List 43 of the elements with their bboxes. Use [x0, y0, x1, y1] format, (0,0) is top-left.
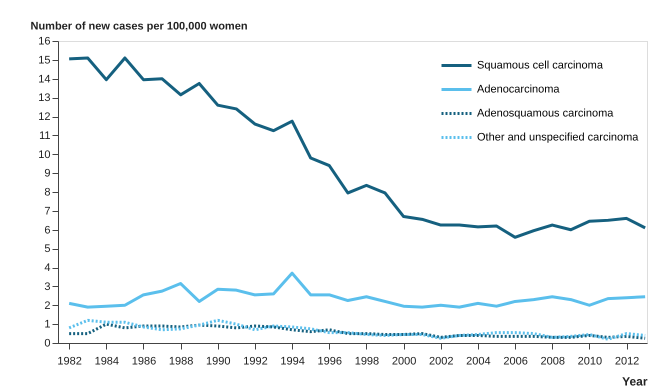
line-series: [68, 318, 647, 341]
y-tick-label: 12: [38, 111, 50, 123]
legend-label: Adenosquamous carcinoma: [477, 108, 614, 120]
legend-label: Other and unspecified carcinoma: [477, 132, 640, 144]
x-tick-label: 1994: [280, 356, 305, 368]
x-axis-title: Year: [622, 374, 648, 388]
line-series: [68, 272, 647, 309]
x-tick-label: 2012: [614, 356, 640, 368]
x-tick-label: 1982: [57, 356, 82, 368]
y-tick-label: 10: [38, 148, 50, 161]
x-tick-label: 1996: [318, 356, 342, 368]
x-tick-label: 1988: [168, 356, 194, 368]
x-tick-label: 2006: [503, 356, 528, 368]
y-tick-label: 7: [44, 205, 50, 218]
x-tick-label: 2000: [392, 356, 416, 368]
x-tick-label: 2010: [578, 356, 602, 368]
y-tick-label: 4: [44, 262, 50, 274]
x-tick-label: 2004: [466, 356, 491, 368]
y-tick-label: 0: [44, 338, 50, 350]
y-axis-title: Number of new cases per 100,000 women: [30, 20, 248, 32]
y-tick-label: 9: [44, 168, 50, 180]
y-tick-label: 14: [38, 73, 50, 86]
x-tick-label: 2002: [429, 356, 454, 368]
y-tick-label: 11: [39, 130, 50, 142]
y-tick-label: 16: [38, 36, 50, 48]
line-series: [68, 56, 647, 239]
y-tick-label: 13: [38, 92, 50, 104]
x-tick-label: 1992: [243, 356, 268, 368]
legend-label: Adenocarcinoma: [477, 84, 560, 96]
y-tick-label: 8: [44, 186, 50, 198]
x-tick-label: 1984: [94, 356, 120, 368]
y-tick-label: 5: [44, 243, 50, 256]
y-tick-label: 15: [38, 54, 50, 66]
y-tick-label: 2: [44, 300, 50, 312]
x-tick-label: 1986: [132, 356, 156, 368]
x-tick-label: 1998: [354, 356, 380, 368]
x-tick-label: 2008: [540, 356, 565, 368]
y-tick-label: 6: [44, 224, 50, 236]
y-tick-label: 1: [44, 318, 50, 331]
legend-label: Squamous cell carcinoma: [477, 60, 604, 72]
y-tick-label: 3: [44, 280, 50, 293]
line-series: [68, 322, 647, 340]
x-tick-label: 1990: [206, 356, 231, 368]
